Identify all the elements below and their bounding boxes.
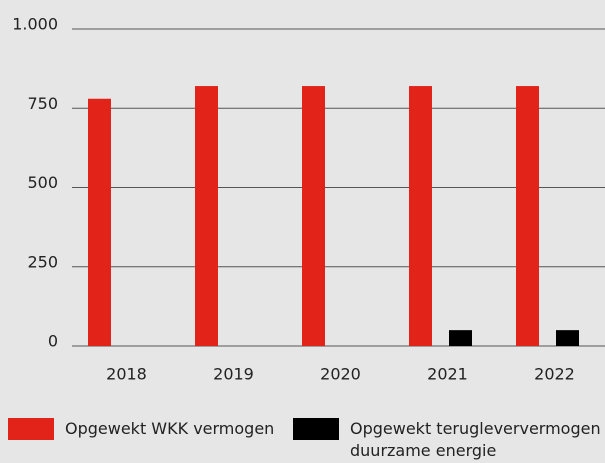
x-tick-label: 2018 (106, 365, 147, 384)
y-tick-label: 1.000 (12, 15, 58, 34)
bar (516, 86, 539, 346)
y-tick-label: 250 (27, 252, 58, 271)
chart: 0 250 500 750 1.000 2018 2019 2020 2021 2022 (12, 15, 605, 384)
bar (449, 330, 472, 346)
y-tick-label: 500 (27, 173, 58, 192)
bar (88, 98, 111, 347)
legend-swatch (293, 418, 339, 440)
x-tick-label: 2021 (427, 365, 468, 384)
legend-item: Opgewekt WKK vermogen (8, 418, 288, 440)
y-tick-label: 0 (48, 332, 58, 351)
bar (195, 86, 218, 346)
x-tick-label: 2022 (534, 365, 575, 384)
legend-label: Opgewekt WKK vermogen (65, 419, 275, 438)
legend-label: Opgewekt terugleververmogen duurzame ene… (350, 419, 601, 460)
bar (556, 330, 579, 346)
y-tick-label: 750 (27, 94, 58, 113)
bar (302, 86, 325, 346)
legend-item: Opgewekt terugleververmogen duurzame ene… (293, 418, 605, 462)
bar (409, 86, 432, 346)
legend: Opgewekt WKK vermogen Opgewekt teruglever… (0, 418, 605, 463)
x-tick-label: 2020 (320, 365, 361, 384)
x-tick-label: 2019 (213, 365, 254, 384)
legend-swatch (8, 418, 54, 440)
